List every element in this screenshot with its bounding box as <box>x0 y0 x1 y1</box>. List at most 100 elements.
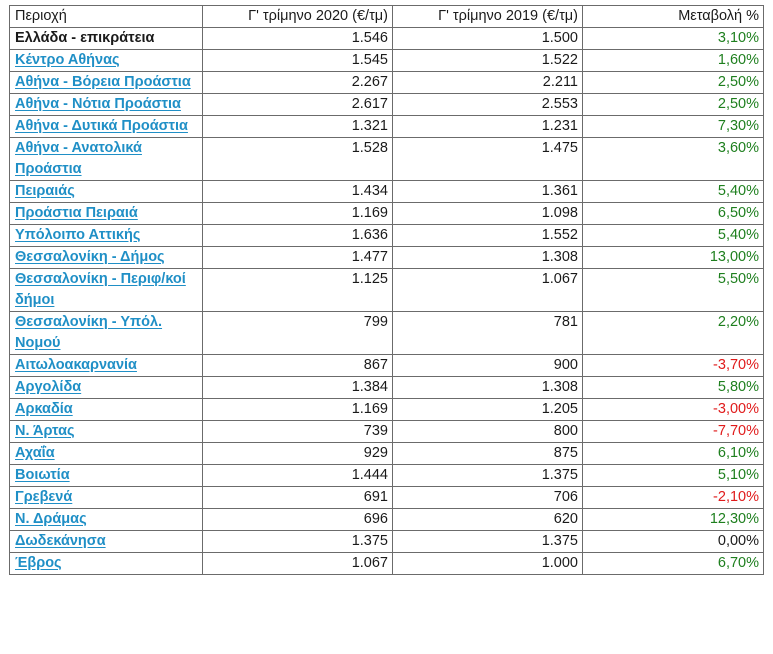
region-link[interactable]: Υπόλοιπο Αττικής <box>15 227 141 243</box>
change-cell: 2,50% <box>582 71 764 94</box>
price-2020-cell: 1.067 <box>202 552 393 575</box>
region-link[interactable]: Θεσσαλονίκη - Υπόλ. Νομού <box>15 314 163 351</box>
price-2019-cell: 2.553 <box>392 93 583 116</box>
change-cell: 1,60% <box>582 49 764 72</box>
region-cell: Αθήνα - Βόρεια Προάστια <box>9 71 203 94</box>
table-row: Πειραιάς 1.434 1.361 5,40% <box>9 180 764 203</box>
region-label: Ελλάδα - επικράτεια <box>15 30 155 46</box>
region-cell: Θεσσαλονίκη - Περιφ/κοί δήμοι <box>9 268 203 312</box>
region-link[interactable]: Προάστια Πειραιά <box>15 205 138 221</box>
price-2019-cell: 1.500 <box>392 27 583 50</box>
price-2020-cell: 691 <box>202 486 393 509</box>
table-row: Αθήνα - Βόρεια Προάστια 2.267 2.211 2,50% <box>9 71 764 94</box>
region-cell: Αρκαδία <box>9 398 203 421</box>
price-change-table: Περιοχή Γ' τρίμηνο 2020 (€/τμ) Γ' τρίμην… <box>9 5 764 575</box>
region-cell: Γρεβενά <box>9 486 203 509</box>
table-row: Αχαΐα 929 875 6,10% <box>9 442 764 465</box>
table-row: Αρκαδία 1.169 1.205 -3,00% <box>9 398 764 421</box>
change-cell: 7,30% <box>582 115 764 138</box>
price-2019-cell: 1.231 <box>392 115 583 138</box>
region-link[interactable]: Αρκαδία <box>15 401 73 417</box>
region-link[interactable]: Αθήνα - Ανατολικά Προάστια <box>15 140 142 177</box>
region-link[interactable]: Βοιωτία <box>15 467 70 483</box>
price-2019-cell: 1.375 <box>392 530 583 553</box>
price-2019-cell: 1.475 <box>392 137 583 181</box>
region-cell: Πειραιάς <box>9 180 203 203</box>
price-2020-cell: 867 <box>202 354 393 377</box>
change-cell: 6,50% <box>582 202 764 225</box>
change-cell: -3,00% <box>582 398 764 421</box>
region-link[interactable]: Αχαΐα <box>15 445 55 461</box>
price-2020-cell: 1.545 <box>202 49 393 72</box>
change-cell: 3,10% <box>582 27 764 50</box>
region-link[interactable]: Ν. Άρτας <box>15 423 75 439</box>
price-2019-cell: 1.375 <box>392 464 583 487</box>
price-2020-cell: 1.546 <box>202 27 393 50</box>
table-row: Βοιωτία 1.444 1.375 5,10% <box>9 464 764 487</box>
region-cell: Υπόλοιπο Αττικής <box>9 224 203 247</box>
region-link[interactable]: Θεσσαλονίκη - Περιφ/κοί δήμοι <box>15 271 186 308</box>
change-cell: 5,40% <box>582 224 764 247</box>
price-2019-cell: 1.522 <box>392 49 583 72</box>
price-2020-cell: 2.617 <box>202 93 393 116</box>
table-row: Αιτωλοακαρνανία 867 900 -3,70% <box>9 354 764 377</box>
table-row: Αργολίδα 1.384 1.308 5,80% <box>9 376 764 399</box>
change-cell: -3,70% <box>582 354 764 377</box>
price-2020-cell: 1.636 <box>202 224 393 247</box>
change-cell: 5,50% <box>582 268 764 312</box>
header-change: Μεταβολή % <box>582 5 764 28</box>
price-2020-cell: 1.321 <box>202 115 393 138</box>
price-2020-cell: 1.169 <box>202 398 393 421</box>
header-region: Περιοχή <box>9 5 203 28</box>
region-link[interactable]: Αθήνα - Βόρεια Προάστια <box>15 74 191 90</box>
table-row: Θεσσαλονίκη - Περιφ/κοί δήμοι 1.125 1.067 5… <box>9 268 764 312</box>
price-2019-cell: 900 <box>392 354 583 377</box>
region-link[interactable]: Αιτωλοακαρνανία <box>15 357 137 373</box>
price-2020-cell: 1.528 <box>202 137 393 181</box>
region-cell: Αθήνα - Δυτικά Προάστια <box>9 115 203 138</box>
region-link[interactable]: Ν. Δράμας <box>15 511 87 527</box>
region-link[interactable]: Κέντρο Αθήνας <box>15 52 120 68</box>
region-cell: Έβρος <box>9 552 203 575</box>
price-2020-cell: 799 <box>202 311 393 355</box>
region-cell: Ν. Δράμας <box>9 508 203 531</box>
header-q3-2020: Γ' τρίμηνο 2020 (€/τμ) <box>202 5 393 28</box>
price-2019-cell: 1.308 <box>392 376 583 399</box>
price-2019-cell: 706 <box>392 486 583 509</box>
region-cell: Ελλάδα - επικράτεια <box>9 27 203 50</box>
region-link[interactable]: Πειραιάς <box>15 183 75 199</box>
region-link[interactable]: Αθήνα - Δυτικά Προάστια <box>15 118 188 134</box>
table-row: Κέντρο Αθήνας 1.545 1.522 1,60% <box>9 49 764 72</box>
price-2020-cell: 1.434 <box>202 180 393 203</box>
region-cell: Αργολίδα <box>9 376 203 399</box>
price-2020-cell: 1.384 <box>202 376 393 399</box>
region-cell: Ν. Άρτας <box>9 420 203 443</box>
region-link[interactable]: Δωδεκάνησα <box>15 533 106 549</box>
region-link[interactable]: Θεσσαλονίκη - Δήμος <box>15 249 165 265</box>
region-link[interactable]: Αργολίδα <box>15 379 82 395</box>
price-2019-cell: 2.211 <box>392 71 583 94</box>
price-2020-cell: 1.444 <box>202 464 393 487</box>
region-cell: Θεσσαλονίκη - Υπόλ. Νομού <box>9 311 203 355</box>
header-q3-2019: Γ' τρίμηνο 2019 (€/τμ) <box>392 5 583 28</box>
price-2019-cell: 1.067 <box>392 268 583 312</box>
region-cell: Βοιωτία <box>9 464 203 487</box>
price-2020-cell: 929 <box>202 442 393 465</box>
price-2019-cell: 875 <box>392 442 583 465</box>
price-2020-cell: 1.125 <box>202 268 393 312</box>
region-link[interactable]: Γρεβενά <box>15 489 73 505</box>
change-cell: 2,50% <box>582 93 764 116</box>
change-cell: 5,10% <box>582 464 764 487</box>
change-cell: 12,30% <box>582 508 764 531</box>
table-row: Θεσσαλονίκη - Δήμος 1.477 1.308 13,00% <box>9 246 764 269</box>
price-2020-cell: 696 <box>202 508 393 531</box>
region-cell: Δωδεκάνησα <box>9 530 203 553</box>
price-2019-cell: 620 <box>392 508 583 531</box>
table-row: Ν. Δράμας 696 620 12,30% <box>9 508 764 531</box>
region-link[interactable]: Αθήνα - Νότια Προάστια <box>15 96 181 112</box>
table-row: Αθήνα - Δυτικά Προάστια 1.321 1.231 7,30% <box>9 115 764 138</box>
price-2019-cell: 1.308 <box>392 246 583 269</box>
region-link[interactable]: Έβρος <box>15 555 62 571</box>
change-cell: -7,70% <box>582 420 764 443</box>
